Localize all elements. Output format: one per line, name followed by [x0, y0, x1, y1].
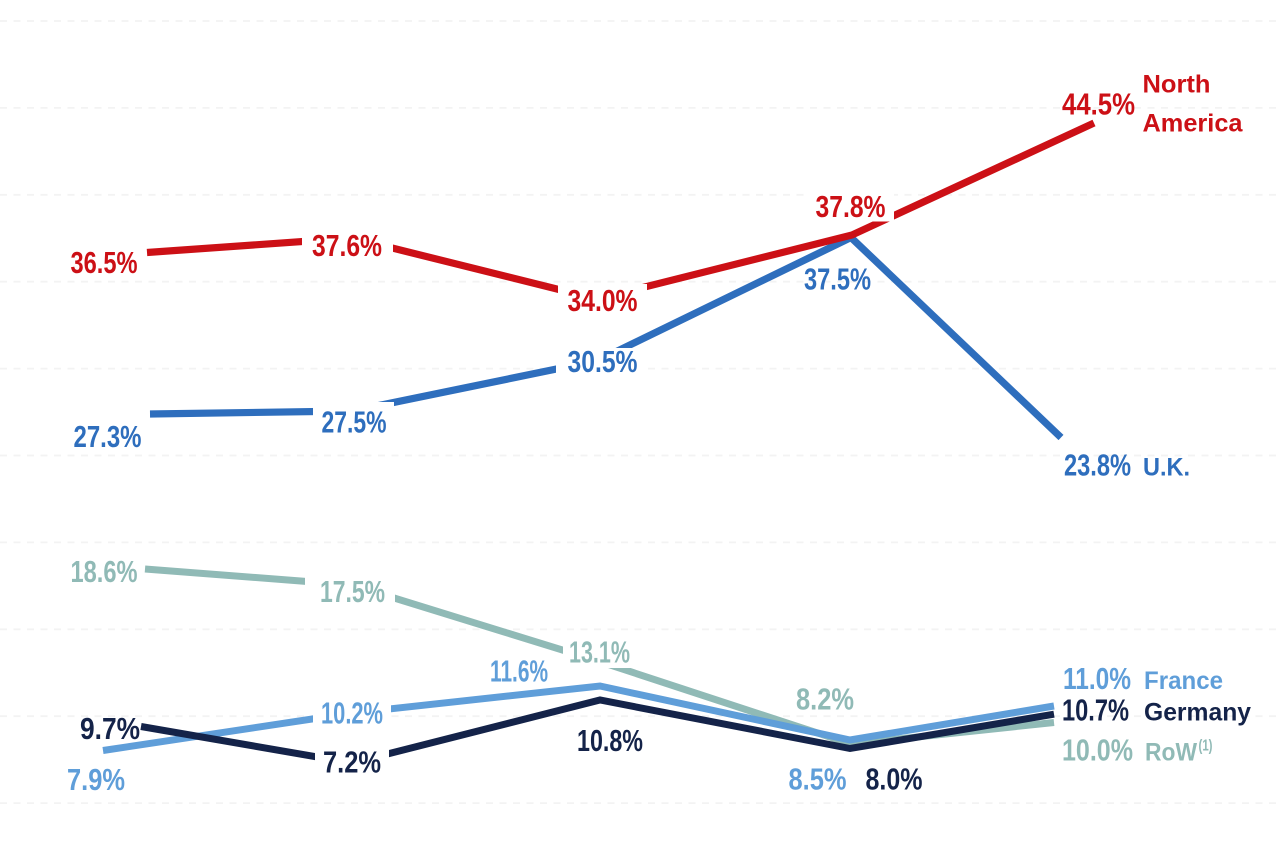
svg-text:(1): (1)	[1199, 738, 1213, 755]
svg-text:RoW: RoW	[1145, 739, 1197, 767]
svg-text:37.5%: 37.5%	[804, 262, 871, 297]
svg-text:13.1%: 13.1%	[569, 635, 630, 670]
svg-text:7.9%: 7.9%	[67, 762, 125, 797]
svg-text:23.8%: 23.8%	[1064, 448, 1131, 483]
svg-text:17.5%: 17.5%	[320, 574, 385, 609]
svg-text:34.0%: 34.0%	[568, 283, 638, 318]
svg-text:France: France	[1144, 667, 1223, 695]
svg-text:37.8%: 37.8%	[816, 189, 886, 224]
svg-text:10.0%: 10.0%	[1062, 733, 1133, 768]
svg-text:7.2%: 7.2%	[323, 745, 381, 780]
svg-text:Germany: Germany	[1144, 699, 1251, 727]
svg-text:36.5%: 36.5%	[71, 245, 138, 280]
svg-text:18.6%: 18.6%	[71, 554, 138, 589]
svg-text:8.0%: 8.0%	[866, 762, 923, 797]
svg-text:9.7%: 9.7%	[80, 711, 140, 746]
svg-text:America: America	[1143, 110, 1244, 138]
svg-text:44.5%: 44.5%	[1062, 87, 1135, 122]
svg-text:27.5%: 27.5%	[322, 405, 387, 440]
svg-text:10.2%: 10.2%	[321, 696, 383, 731]
svg-text:10.7%: 10.7%	[1062, 693, 1129, 728]
svg-text:11.6%: 11.6%	[490, 654, 548, 689]
svg-text:U.K.: U.K.	[1143, 454, 1190, 482]
svg-text:30.5%: 30.5%	[568, 344, 638, 379]
svg-text:37.6%: 37.6%	[312, 228, 382, 263]
svg-text:8.2%: 8.2%	[796, 682, 854, 717]
svg-text:10.8%: 10.8%	[577, 723, 643, 758]
svg-text:27.3%: 27.3%	[74, 419, 142, 454]
svg-text:North: North	[1143, 71, 1211, 99]
svg-text:11.0%: 11.0%	[1063, 661, 1131, 696]
svg-text:8.5%: 8.5%	[789, 762, 847, 797]
